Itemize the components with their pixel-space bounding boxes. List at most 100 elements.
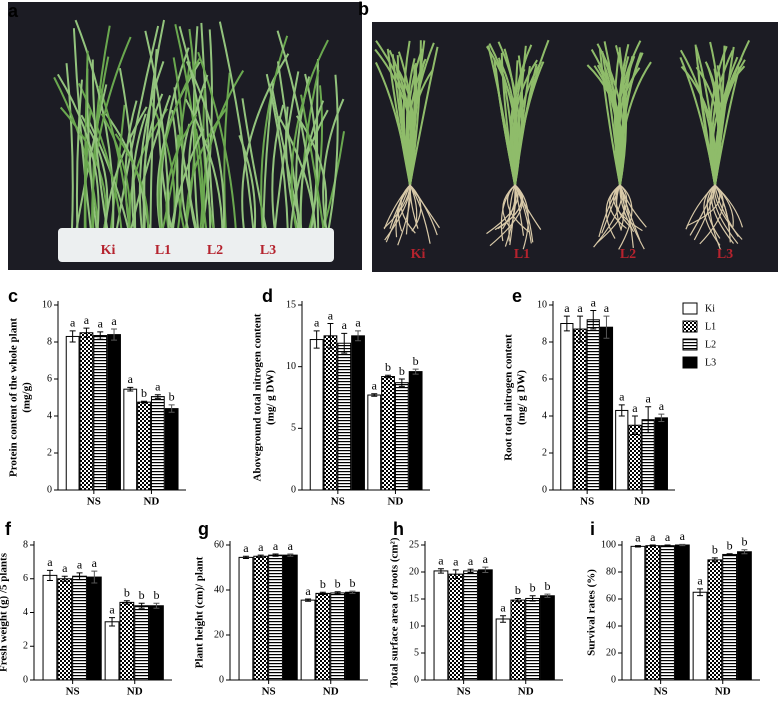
leaf: [56, 73, 100, 236]
significance-letter: a: [635, 530, 641, 544]
significance-letter: a: [98, 317, 104, 331]
y-tick-label: 4: [47, 410, 52, 421]
bar: [42, 574, 58, 681]
significance-letter: a: [697, 574, 703, 588]
bar: [477, 569, 493, 681]
root: [703, 184, 721, 246]
legend-label: L3: [705, 357, 716, 368]
leaf: [83, 50, 89, 236]
x-tick-label: NS: [262, 686, 276, 698]
significance-letter: b: [544, 579, 550, 593]
leaf: [185, 60, 225, 236]
significance-letter: b: [727, 539, 733, 553]
bar: [630, 545, 646, 681]
error-bar: [153, 602, 160, 609]
significance-letter: a: [438, 554, 444, 568]
error-bar: [349, 590, 356, 594]
bar: [86, 576, 102, 681]
y-tick-label: 15: [286, 299, 296, 310]
error-bar: [334, 591, 341, 595]
y-tick-label: 8: [23, 539, 28, 550]
bar: [253, 555, 269, 681]
error-bar: [412, 368, 419, 375]
y-axis-label: (mg/g): [21, 382, 33, 413]
significance-letter: a: [591, 295, 597, 309]
significance-letter: a: [619, 390, 625, 404]
bar: [381, 376, 395, 491]
leaf: [408, 68, 434, 186]
y-tick-label: 20: [606, 647, 616, 658]
x-tick-label: NS: [654, 686, 668, 698]
significance-letter: a: [659, 399, 665, 413]
bar: [525, 597, 541, 681]
bar: [408, 371, 423, 491]
bar: [238, 556, 254, 681]
legend-swatch: [682, 320, 698, 333]
root: [689, 184, 716, 236]
leaf: [619, 56, 634, 186]
y-tick-label: 60: [606, 593, 616, 604]
y-tick-label: 0: [47, 484, 52, 495]
significance-letter: a: [47, 555, 53, 569]
legend-swatch: [682, 338, 698, 351]
significance-letter: a: [314, 316, 320, 330]
error-bar: [61, 575, 68, 582]
error-bar: [398, 378, 405, 387]
root: [383, 184, 411, 229]
significance-letter: a: [483, 552, 489, 566]
photo-label: L3: [260, 243, 276, 258]
root: [400, 184, 416, 234]
leaf: [262, 83, 275, 236]
root: [502, 184, 517, 230]
leaf: [614, 45, 628, 186]
significance-letter: b: [515, 583, 521, 597]
error-bar: [452, 569, 459, 579]
significance-letter: a: [453, 555, 459, 569]
error-bar: [154, 394, 161, 399]
error-bar: [91, 570, 98, 584]
photo-label: L3: [717, 247, 733, 262]
error-bar: [385, 374, 392, 379]
y-tick-label: 25: [409, 539, 419, 550]
panel-letter: b: [358, 0, 369, 19]
error-bar: [603, 315, 610, 339]
leaf: [679, 49, 717, 186]
bar: [660, 545, 675, 681]
y-tick-label: 80: [606, 566, 616, 577]
bar: [107, 334, 121, 491]
significance-letter: a: [645, 392, 651, 406]
bar: [692, 591, 708, 681]
significance-letter: b: [413, 354, 419, 368]
legend-label: L1: [705, 321, 716, 332]
y-tick-label: 0: [291, 484, 296, 495]
y-tick-label: 0: [542, 484, 547, 495]
significance-letter: a: [564, 301, 570, 315]
leaf: [497, 57, 516, 186]
leaf: [180, 123, 191, 236]
leaf: [494, 68, 516, 186]
root: [514, 184, 529, 250]
panel-letter: i: [590, 519, 595, 539]
bar: [351, 335, 365, 491]
panel-letter: f: [5, 519, 12, 539]
x-tick-label: ND: [518, 686, 534, 698]
significance-letter: a: [680, 529, 686, 543]
leaf: [142, 19, 166, 236]
leaf: [91, 59, 110, 236]
significance-letter: a: [650, 530, 656, 544]
y-axis-label: Protein content of the whole plant: [8, 318, 20, 477]
y-tick-label: 60: [214, 539, 224, 550]
leaf: [295, 115, 328, 236]
significance-letter: b: [349, 576, 355, 590]
leaf: [276, 30, 317, 236]
error-bar: [634, 545, 641, 548]
error-bar: [123, 600, 130, 605]
leaf: [223, 72, 231, 236]
leaf: [300, 94, 326, 236]
leaf: [218, 21, 255, 236]
x-tick-label: NS: [87, 496, 101, 508]
foam-tray: [58, 228, 334, 262]
significance-letter: b: [169, 390, 175, 404]
significance-letter: b: [153, 588, 159, 602]
error-bar: [127, 386, 134, 392]
